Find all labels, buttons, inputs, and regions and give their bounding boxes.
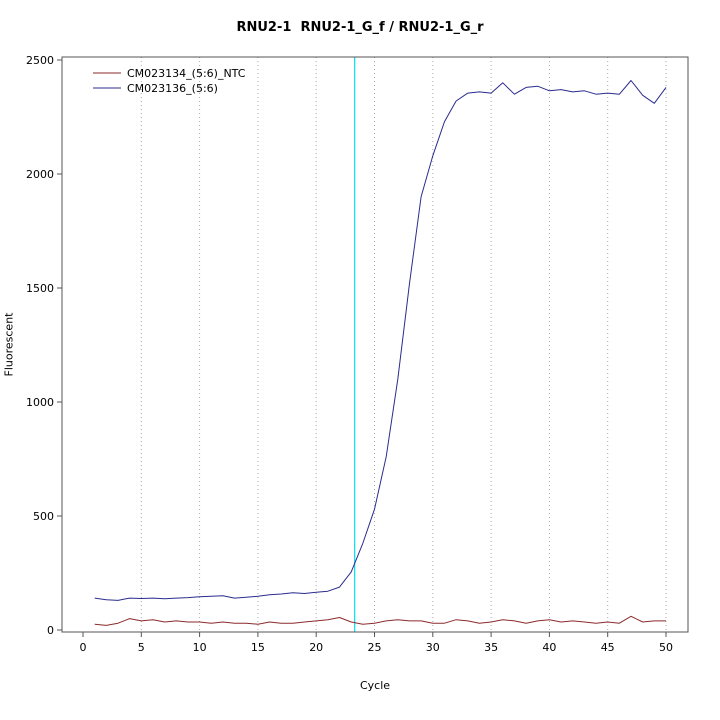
x-tick-label: 15	[251, 641, 265, 654]
x-tick-label: 35	[484, 641, 498, 654]
x-tick-label: 20	[309, 641, 323, 654]
y-tick-label: 500	[33, 510, 54, 523]
x-tick-label: 25	[368, 641, 382, 654]
y-tick-label: 1500	[26, 282, 54, 295]
x-tick-label: 10	[193, 641, 207, 654]
legend-label: CM023134_(5:6)_NTC	[127, 67, 246, 80]
y-tick-label: 2500	[26, 54, 54, 67]
x-tick-label: 5	[138, 641, 145, 654]
x-tick-label: 50	[659, 641, 673, 654]
x-tick-label: 40	[542, 641, 556, 654]
x-tick-label: 30	[426, 641, 440, 654]
x-axis-label: Cycle	[359, 679, 391, 692]
x-tick-label: 0	[80, 641, 87, 654]
legend-label: CM023136_(5:6)	[127, 82, 218, 95]
series-line	[94, 615, 666, 626]
y-tick-label: 0	[47, 624, 54, 637]
y-tick-label: 1000	[26, 396, 54, 409]
series-line	[94, 80, 667, 601]
x-tick-label: 45	[601, 641, 615, 654]
y-tick-label: 2000	[26, 168, 54, 181]
chart-title: RNU2-1 RNU2-1_G_f / RNU2-1_G_r	[236, 20, 484, 35]
